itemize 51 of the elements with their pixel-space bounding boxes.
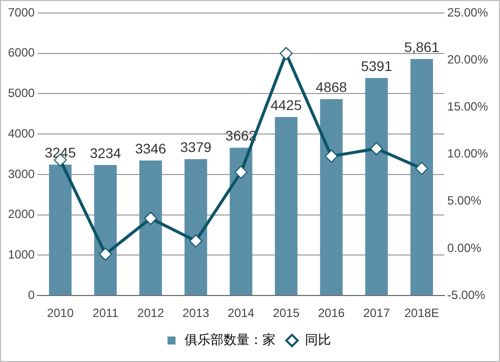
y-tick-label: 4000: [8, 126, 36, 140]
y2-tick-label: -5.00%: [447, 288, 486, 302]
bar: [320, 99, 343, 296]
x-tick-label: 2018E: [404, 306, 440, 320]
data-label: 5391: [360, 58, 392, 74]
x-tick-label: 2012: [137, 306, 164, 320]
y2-tick-label: 15.00%: [447, 100, 488, 114]
y-tick-label: 7000: [8, 5, 36, 20]
bar: [410, 58, 434, 296]
point: [415, 162, 428, 175]
data-label: 3379: [180, 139, 212, 156]
y-tick-label: 6000: [8, 46, 36, 60]
legend-label: 同比: [305, 332, 331, 348]
legend-label: 俱乐部数量：家: [184, 332, 276, 348]
y-tick-label: 1000: [8, 248, 36, 262]
y-tick-label: 5000: [8, 86, 36, 100]
data-label: 3245: [44, 144, 76, 160]
bar: [48, 164, 72, 296]
data-label: 5,861: [404, 38, 440, 55]
x-tick-label: 2010: [46, 306, 74, 320]
data-label: 3346: [135, 140, 166, 156]
point: [324, 150, 338, 163]
y-tick-label: 3000: [8, 166, 36, 181]
point: [189, 234, 202, 248]
x-tick-label: 2014: [228, 306, 255, 320]
y2-tick-label: 10.00%: [447, 146, 488, 161]
bar: [94, 165, 117, 296]
y2-tick-label: 0.00%: [447, 240, 482, 255]
bar: [184, 159, 208, 296]
point: [144, 212, 158, 225]
bar: [274, 116, 298, 296]
y-tick-label: 2000: [8, 207, 36, 222]
point: [98, 248, 112, 261]
y2-tick-label: 20.00%: [447, 52, 488, 66]
bar: [139, 160, 162, 296]
point: [370, 142, 384, 156]
data-label: 3234: [90, 144, 122, 161]
x-tick-label: 2011: [92, 306, 119, 320]
x-tick-label: 2013: [182, 306, 210, 320]
x-tick-label: 2015: [272, 306, 300, 320]
bar: [365, 78, 388, 296]
point: [234, 166, 248, 179]
x-tick-label: 2016: [318, 306, 346, 320]
point: [280, 47, 293, 60]
bar: [230, 148, 252, 296]
data-label: 4868: [316, 78, 348, 95]
y2-tick-label: 25.00%: [447, 5, 488, 20]
x-tick-label: 2017: [363, 306, 390, 320]
y2-tick-label: 5.00%: [447, 194, 482, 208]
y-tick-label: 0: [28, 288, 36, 302]
data-label: 4425: [270, 96, 302, 113]
